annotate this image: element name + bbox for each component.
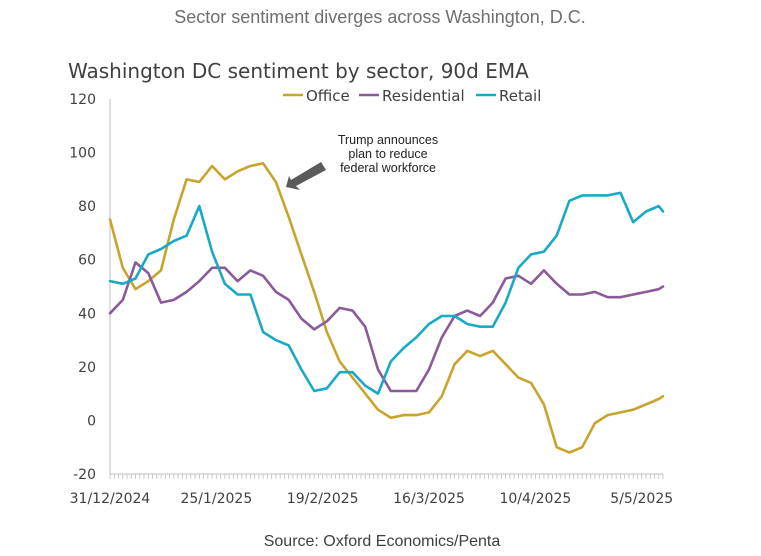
- x-tick-label: 25/1/2025: [180, 491, 252, 507]
- y-tick-label: 100: [69, 146, 96, 162]
- annotation-line-1: Trump announces: [338, 133, 438, 147]
- legend-label: Retail: [499, 87, 541, 105]
- annotation: Trump announces plan to reduce federal w…: [286, 133, 438, 190]
- x-tick-label: 5/5/2025: [610, 491, 673, 507]
- y-axis: -20 0 20 40 60 80 100 120: [69, 92, 111, 483]
- series-line-retail: [108, 191, 665, 395]
- x-tick-label: 31/12/2024: [70, 491, 151, 507]
- annotation-line-2: plan to reduce: [348, 147, 427, 161]
- series-line-office: [108, 162, 665, 454]
- annotation-line-3: federal workforce: [340, 161, 436, 175]
- chart-title: Washington DC sentiment by sector, 90d E…: [68, 59, 529, 83]
- page-header: Sector sentiment diverges across Washing…: [174, 7, 586, 27]
- series-line-residential: [108, 261, 665, 393]
- y-tick-label: 120: [69, 92, 96, 108]
- legend-label: Residential: [382, 87, 465, 105]
- series-lines: [108, 162, 665, 454]
- x-tick-label: 19/2/2025: [287, 491, 359, 507]
- x-tick-label: 10/4/2025: [499, 491, 571, 507]
- y-tick-label: 40: [78, 306, 96, 322]
- x-tick-label: 16/3/2025: [393, 491, 465, 507]
- y-tick-label: -20: [73, 467, 96, 483]
- y-tick-label: 20: [78, 360, 96, 376]
- y-tick-label: 60: [78, 253, 96, 269]
- annotation-arrow: [286, 162, 326, 190]
- legend-label: Office: [306, 87, 350, 105]
- y-tick-label: 0: [87, 413, 96, 429]
- y-tick-label: 80: [78, 199, 96, 215]
- source-note: Source: Oxford Economics/Penta: [264, 533, 501, 550]
- legend: Office Residential Retail: [283, 87, 541, 105]
- x-axis: 31/12/2024 25/1/2025 19/2/2025 16/3/2025 10/…: [70, 473, 673, 507]
